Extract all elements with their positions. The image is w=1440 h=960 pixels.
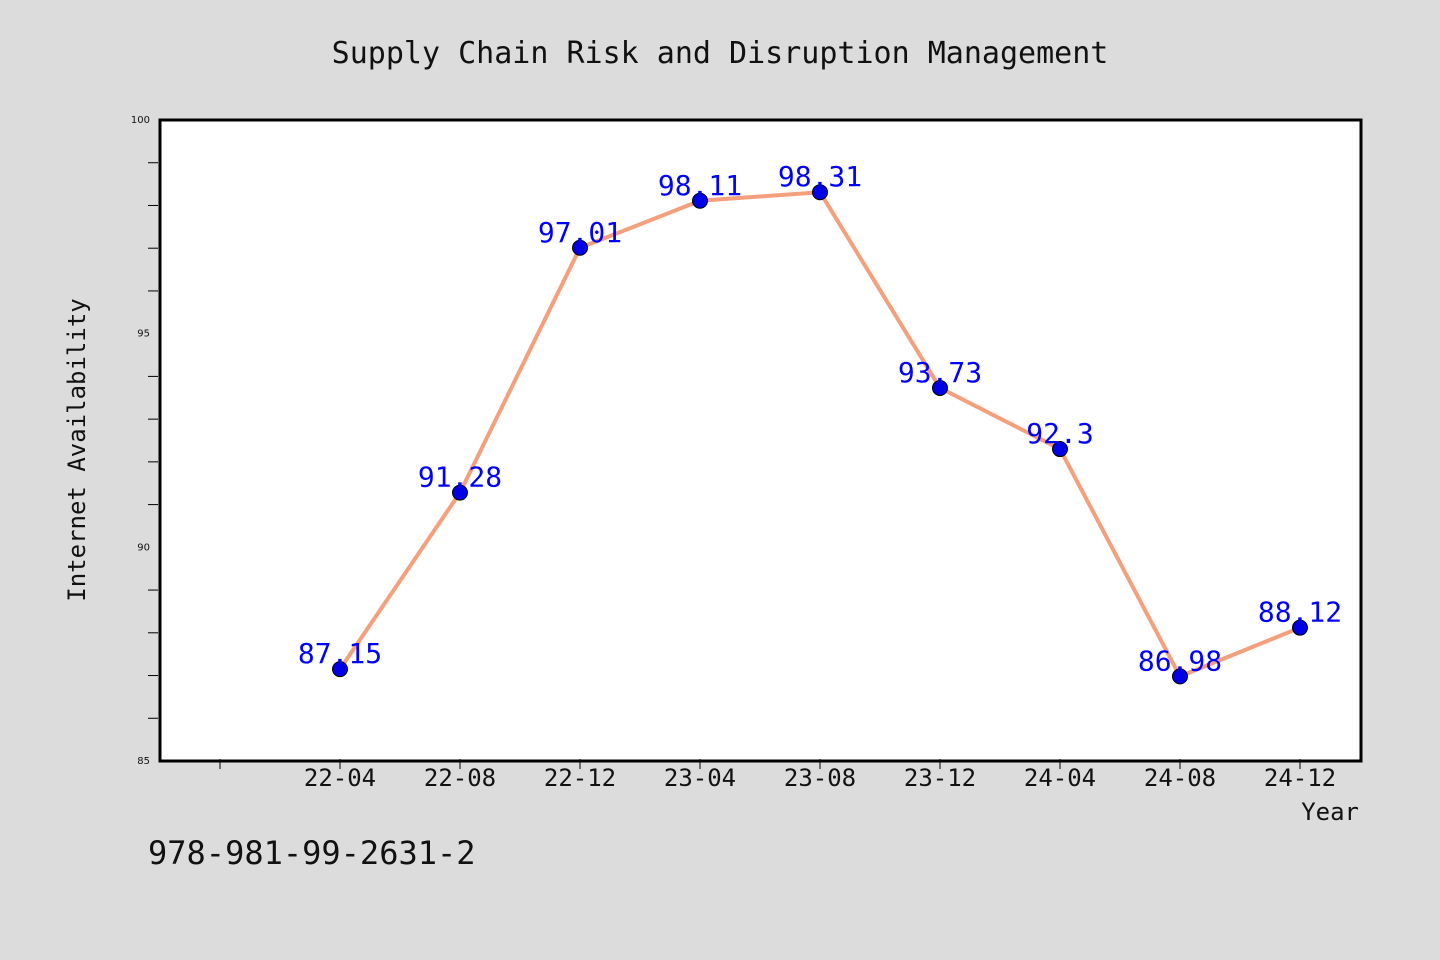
- plot-area: [158, 118, 1363, 763]
- data-label: 91.28: [418, 461, 502, 494]
- data-label: 92.3: [1026, 417, 1093, 450]
- y-tick-label: 95: [137, 329, 150, 340]
- chart-title: Supply Chain Risk and Disruption Managem…: [332, 36, 1109, 71]
- data-label: 87.15: [298, 637, 382, 670]
- data-point: [572, 239, 588, 256]
- x-axis: 22-04 22-08 22-12 23-04 23-08 23-12 24-04 24-08…: [219, 759, 1336, 792]
- x-tick-label: 23-04: [664, 764, 736, 792]
- x-tick-label: 24-04: [1024, 764, 1096, 792]
- data-label: 97.01: [538, 216, 622, 249]
- data-point: [332, 661, 348, 678]
- x-tick-label: 24-12: [1264, 764, 1336, 792]
- x-tick-label: 22-12: [544, 764, 616, 792]
- y-tick-label: 90: [137, 542, 150, 553]
- y-tick-label: 85: [137, 756, 150, 767]
- data-point: [1292, 619, 1308, 636]
- x-tick-label: 23-12: [904, 764, 976, 792]
- y-axis: 85 90 95 100: [131, 115, 158, 767]
- x-tick-label: 23-08: [784, 764, 856, 792]
- x-tick-label: 22-08: [424, 764, 496, 792]
- data-label: 98.11: [658, 169, 742, 202]
- data-point: [812, 184, 828, 201]
- data-point: [452, 484, 468, 501]
- data-label: 88.12: [1258, 596, 1342, 629]
- data-label: 98.31: [778, 160, 862, 193]
- data-point: [1172, 668, 1188, 685]
- x-tick-label: 24-08: [1144, 764, 1216, 792]
- data-point: [1052, 441, 1068, 458]
- y-tick-label: 100: [131, 115, 150, 126]
- data-label-group: 87.15 91.28 97.01 98.11 98.31 93.73 92.3 86.98 8…: [298, 160, 1342, 677]
- data-label: 86.98: [1138, 644, 1222, 677]
- y-axis-label: Internet Availability: [63, 298, 91, 601]
- x-axis-label: Year: [1301, 798, 1359, 826]
- data-point: [692, 192, 708, 209]
- isbn-text: 978-981-99-2631-2: [148, 834, 476, 872]
- data-point: [932, 379, 948, 396]
- x-tick-label: 22-04: [304, 764, 376, 792]
- marker-group: [332, 184, 1308, 685]
- data-label: 93.73: [898, 356, 982, 389]
